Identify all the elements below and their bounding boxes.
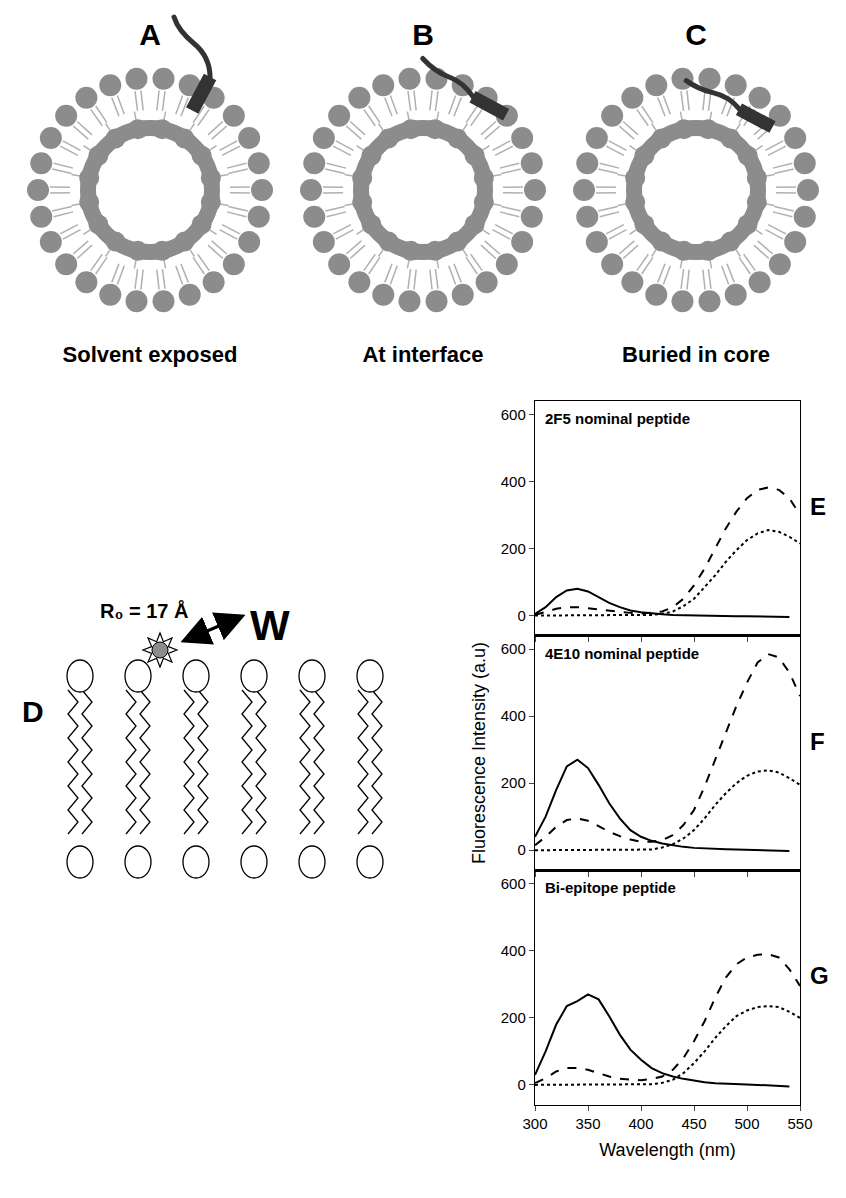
svg-text:Buried in core: Buried in core [622, 342, 770, 367]
svg-text:Fluorescence Intensity (a.u): Fluorescence Intensity (a.u) [469, 642, 489, 864]
svg-text:0: 0 [517, 841, 525, 858]
svg-text:At interface: At interface [362, 342, 483, 367]
svg-text:Bi-epitope peptide: Bi-epitope peptide [545, 879, 676, 896]
svg-text:300: 300 [522, 1115, 547, 1132]
svg-text:350: 350 [575, 1115, 600, 1132]
svg-text:R₀ = 17 Å: R₀ = 17 Å [100, 599, 189, 622]
svg-text:400: 400 [501, 707, 526, 724]
svg-text:200: 200 [501, 540, 526, 557]
svg-text:4E10 nominal peptide: 4E10 nominal peptide [545, 645, 699, 662]
svg-text:400: 400 [628, 1115, 653, 1132]
svg-text:600: 600 [501, 875, 526, 892]
svg-text:Solvent exposed: Solvent exposed [63, 342, 238, 367]
svg-text:0: 0 [517, 1076, 525, 1093]
svg-text:500: 500 [734, 1115, 759, 1132]
svg-text:E: E [810, 493, 826, 520]
svg-text:B: B [412, 18, 434, 51]
svg-text:200: 200 [501, 774, 526, 791]
svg-text:D: D [22, 695, 44, 728]
svg-text:400: 400 [501, 473, 526, 490]
svg-text:F: F [810, 728, 825, 755]
svg-text:W: W [250, 602, 290, 649]
svg-text:0: 0 [517, 607, 525, 624]
svg-text:G: G [810, 962, 829, 989]
svg-text:400: 400 [501, 942, 526, 959]
svg-text:2F5 nominal peptide: 2F5 nominal peptide [545, 410, 690, 427]
svg-text:C: C [685, 18, 707, 51]
svg-text:600: 600 [501, 640, 526, 657]
svg-text:600: 600 [501, 406, 526, 423]
svg-text:450: 450 [681, 1115, 706, 1132]
svg-text:550: 550 [787, 1115, 812, 1132]
svg-text:200: 200 [501, 1009, 526, 1026]
svg-text:Wavelength (nm): Wavelength (nm) [599, 1140, 735, 1160]
svg-text:A: A [139, 18, 161, 51]
